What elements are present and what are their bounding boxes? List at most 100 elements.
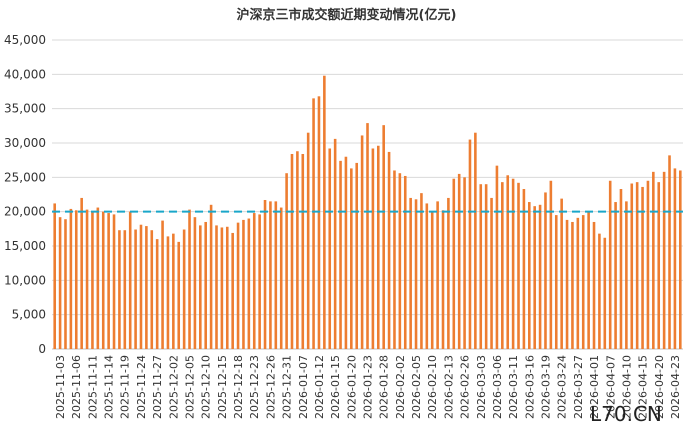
bar	[199, 225, 202, 349]
bar	[69, 208, 73, 349]
bar	[495, 165, 499, 349]
bar	[236, 222, 240, 349]
bar	[209, 204, 213, 349]
x-tick-label: 2026-01-07	[297, 355, 310, 419]
bar	[490, 197, 493, 349]
bar	[603, 237, 607, 349]
bar	[328, 148, 332, 349]
x-tick-label: 2025-12-10	[200, 355, 213, 419]
x-tick-label: 2026-04-10	[620, 355, 633, 419]
chart-title: 沪深京三市成交额近期变动情况(亿元)	[236, 8, 457, 23]
y-tick-label: 40,000	[4, 67, 46, 81]
bar	[350, 168, 353, 349]
bar	[436, 201, 439, 349]
x-tick-label: 2025-12-15	[216, 355, 229, 419]
bar	[501, 182, 504, 349]
bar	[581, 215, 585, 349]
x-tick-label: 2025-12-23	[248, 355, 261, 419]
x-tick-label: 2025-11-11	[86, 355, 99, 419]
bar	[625, 201, 628, 349]
x-tick-label: 2025-11-24	[135, 355, 148, 419]
bar	[274, 201, 278, 349]
bar	[85, 209, 89, 349]
x-tick-label: 2026-01-20	[345, 355, 358, 419]
bar	[139, 224, 143, 349]
bar	[549, 180, 553, 349]
bar	[425, 203, 429, 349]
bar	[608, 180, 612, 349]
bar	[403, 175, 407, 349]
x-tick-label: 2026-01-28	[378, 355, 391, 419]
bar	[242, 219, 245, 349]
bar	[204, 221, 207, 349]
bar	[538, 204, 542, 349]
bar	[474, 132, 477, 349]
bar	[511, 178, 515, 349]
bar	[225, 226, 229, 349]
y-tick-label: 35,000	[4, 102, 46, 116]
site-watermark: L70.CN	[590, 402, 662, 426]
bar	[630, 183, 634, 349]
bar	[662, 171, 666, 349]
bar	[398, 173, 402, 349]
bar	[155, 239, 159, 349]
bar	[252, 213, 256, 349]
bar	[118, 230, 121, 349]
bar	[646, 180, 650, 349]
bar	[344, 156, 348, 349]
bar	[123, 230, 127, 349]
x-tick-label: 2026-02-02	[394, 355, 407, 419]
bar	[571, 221, 574, 349]
y-tick-label: 30,000	[4, 136, 46, 150]
y-tick-label: 15,000	[4, 239, 46, 253]
bar	[193, 217, 197, 349]
x-tick-label: 2026-02-10	[426, 355, 439, 419]
bar	[306, 132, 310, 349]
bar	[506, 175, 510, 349]
y-tick-label: 10,000	[4, 273, 46, 287]
x-tick-label: 2026-02-13	[442, 355, 455, 419]
y-tick-label: 45,000	[4, 33, 46, 47]
bar	[441, 210, 445, 349]
bar	[614, 202, 617, 349]
x-tick-label: 2026-04-01	[588, 355, 601, 419]
x-tick-label: 2025-11-27	[151, 355, 164, 419]
bar	[554, 215, 558, 349]
bar	[560, 198, 563, 349]
bar	[247, 218, 251, 349]
x-tick-label: 2026-03-24	[556, 355, 569, 419]
bar	[576, 217, 580, 349]
bar	[528, 202, 531, 349]
y-tick-label: 25,000	[4, 170, 46, 184]
bar	[463, 177, 466, 349]
x-tick-label: 2026-04-07	[604, 355, 617, 419]
y-tick-label: 5,000	[12, 308, 46, 322]
x-tick-label: 2026-04-20	[653, 355, 666, 419]
x-tick-label: 2026-03-06	[491, 355, 504, 419]
bar	[657, 182, 661, 349]
x-tick-label: 2026-03-19	[540, 355, 553, 419]
bar	[96, 207, 100, 349]
bar	[296, 151, 299, 349]
y-tick-label: 20,000	[4, 205, 46, 219]
bar	[312, 98, 315, 350]
x-tick-label: 2025-11-06	[70, 355, 83, 419]
bar	[150, 230, 154, 349]
bar	[544, 192, 547, 349]
y-axis: 0 5,000 10,000 15,000 20,000 25,000 30,000 35,0…	[4, 33, 46, 356]
bar	[447, 197, 450, 349]
bar	[414, 199, 418, 349]
bar	[80, 197, 83, 349]
x-tick-label: 2026-02-05	[410, 355, 423, 419]
bar	[420, 193, 423, 349]
bar	[641, 186, 644, 349]
x-tick-label: 2026-03-16	[523, 355, 536, 419]
bar	[128, 211, 132, 349]
bar	[355, 162, 359, 349]
bar	[188, 209, 191, 349]
x-tick-label: 2025-12-05	[184, 355, 197, 419]
bar	[263, 199, 267, 349]
x-tick-label: 2025-11-19	[119, 355, 132, 419]
x-tick-label: 2025-11-03	[54, 355, 67, 419]
